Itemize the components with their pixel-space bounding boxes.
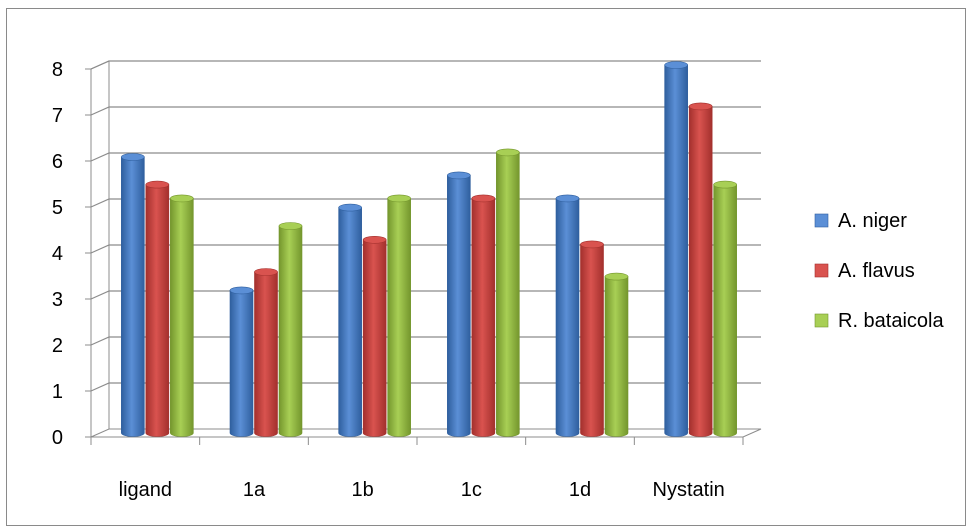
bar-nystatin-a-niger	[664, 61, 688, 437]
x-tick-label-nystatin: Nystatin	[653, 479, 725, 501]
y-tick-label-6: 6	[52, 151, 63, 173]
gridline-2	[90, 336, 761, 346]
y-tick-label-8: 8	[52, 59, 63, 81]
gridline-7	[90, 106, 761, 116]
bar-1a-a-flavus	[254, 268, 278, 437]
gridlines	[90, 60, 761, 392]
y-tick-label-7: 7	[52, 105, 63, 127]
y-tick-label-5: 5	[52, 197, 63, 219]
bar-1c-a-flavus	[471, 194, 496, 437]
bar-ligand-r-bataicola	[170, 194, 194, 437]
bar-nystatin-a-flavus	[688, 102, 713, 437]
chart-frame: 0 1 2 3 4 5 6 7 8 ligand 1a 1b 1c 1d Nystatin A. nige…	[6, 8, 966, 526]
x-tick-label-1d: 1d	[569, 479, 591, 501]
bar-1b-a-niger	[338, 203, 362, 437]
y-tick-label-2: 2	[52, 335, 63, 357]
legend-label-a-flavus: A. flavus	[838, 260, 915, 282]
gridline-4	[90, 244, 761, 254]
legend: A. niger A. flavus R. bataicola	[814, 210, 944, 332]
y-axis-ticks: 0 1 2 3 4 5 6 7 8	[52, 59, 91, 449]
y-tick-label-4: 4	[52, 243, 63, 265]
bar-1a-r-bataicola	[278, 222, 303, 437]
x-tick-label-ligand: ligand	[119, 479, 172, 501]
bar-1b-r-bataicola	[387, 194, 411, 437]
legend-label-a-niger: A. niger	[838, 210, 907, 232]
y-tick-label-0: 0	[52, 427, 63, 449]
gridline-1	[90, 382, 761, 392]
bar-ligand-a-niger	[121, 153, 145, 437]
y-tick-label-1: 1	[52, 381, 63, 403]
legend-swatch-r-bataicola	[814, 313, 829, 328]
legend-swatch-a-niger	[814, 213, 829, 228]
bar-nystatin-r-bataicola	[713, 180, 737, 437]
gridline-5	[90, 198, 761, 208]
bar-1d-a-niger	[555, 194, 580, 437]
bar-chart: 0 1 2 3 4 5 6 7 8 ligand 1a 1b 1c 1d Nystatin A. nige…	[52, 59, 945, 501]
x-tick-label-1b: 1b	[352, 479, 374, 501]
gridline-3	[90, 290, 761, 300]
x-tick-label-1a: 1a	[243, 479, 266, 501]
bar-1a-a-niger	[229, 286, 254, 437]
bar-1c-r-bataicola	[496, 148, 520, 437]
gridline-8	[90, 60, 761, 70]
bar-1d-r-bataicola	[604, 272, 629, 437]
x-tick-label-1c: 1c	[461, 479, 482, 501]
gridline-6	[90, 152, 761, 162]
legend-swatch-a-flavus	[814, 263, 829, 278]
bar-1c-a-niger	[447, 171, 471, 437]
bars	[121, 61, 737, 437]
legend-label-r-bataicola: R. bataicola	[838, 310, 944, 332]
bar-1b-a-flavus	[362, 236, 387, 437]
y-tick-label-3: 3	[52, 289, 63, 311]
bar-ligand-a-flavus	[145, 180, 170, 437]
x-axis-ticks: ligand 1a 1b 1c 1d Nystatin	[90, 437, 744, 501]
bar-1d-a-flavus	[580, 240, 604, 437]
